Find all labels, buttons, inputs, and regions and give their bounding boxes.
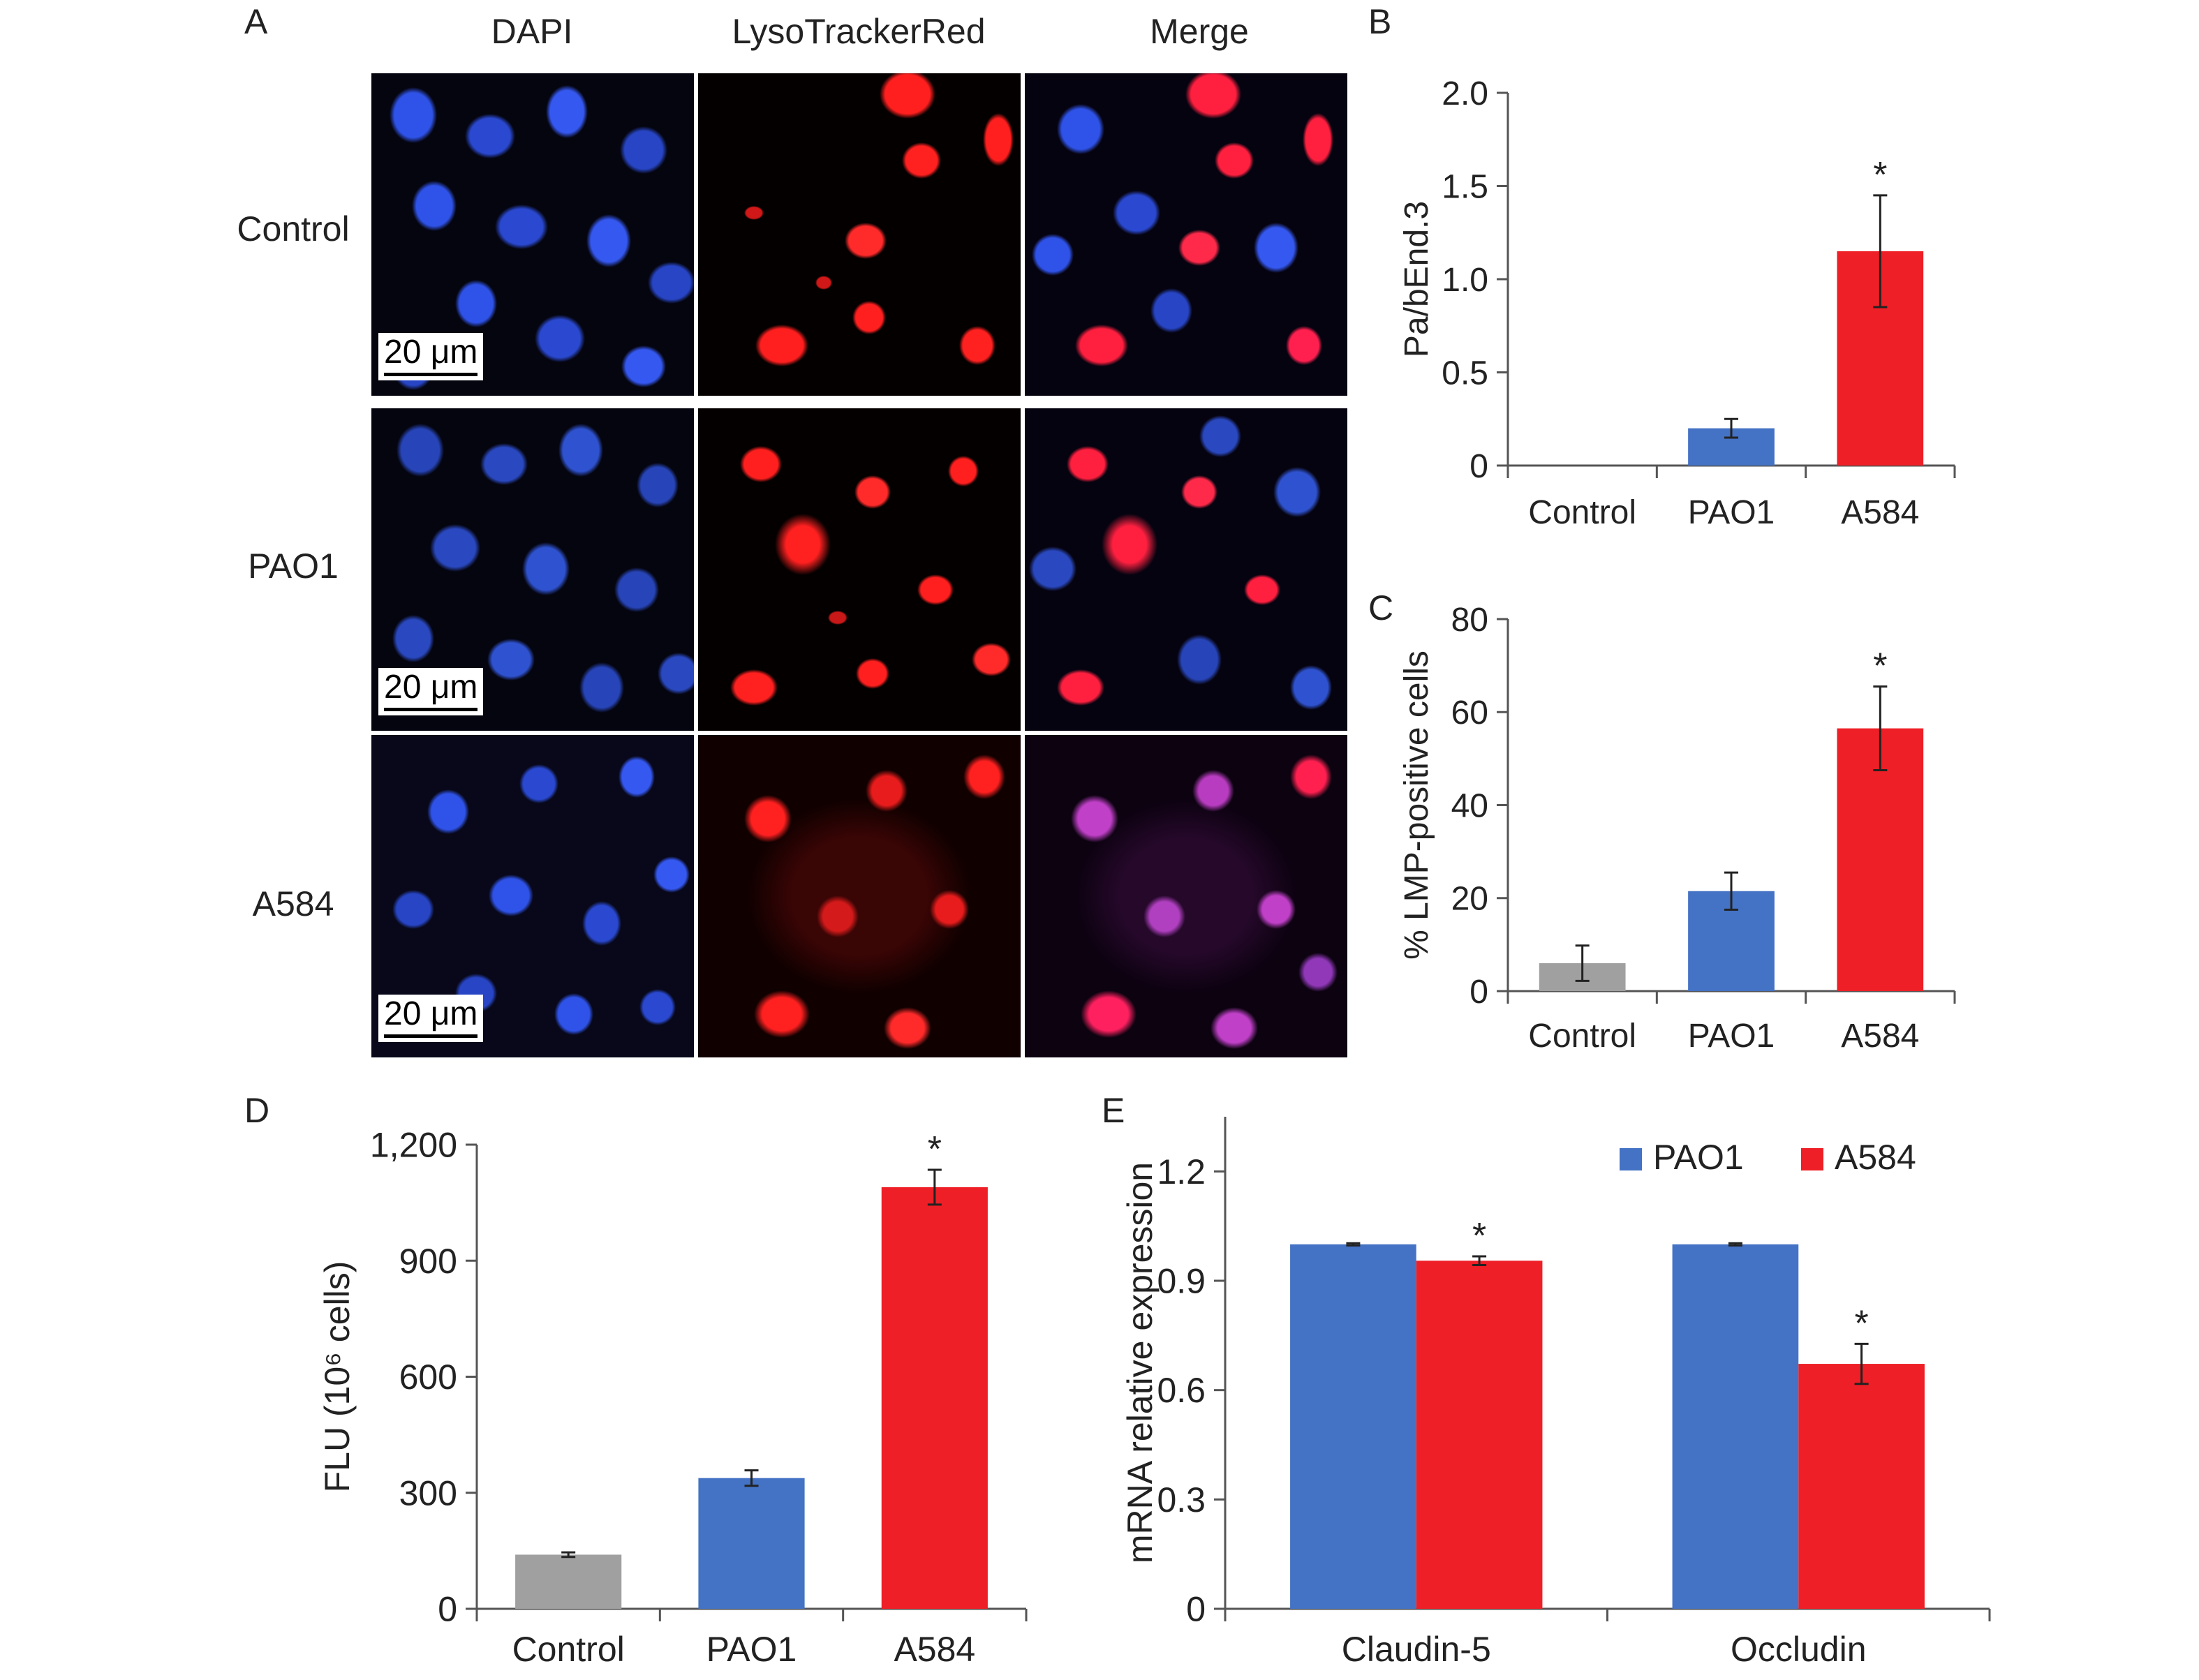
micrograph-a584-merge	[1025, 735, 1347, 1057]
y-tick-label: 600	[399, 1358, 457, 1397]
bar	[515, 1554, 622, 1609]
y-tick-label: 1.2	[1157, 1152, 1206, 1191]
bar	[881, 1187, 988, 1609]
x-tick-label: PAO1	[1688, 1018, 1775, 1055]
legend-swatch	[1801, 1148, 1823, 1170]
y-tick-label: 0	[1469, 974, 1488, 1011]
x-tick-label: PAO1	[1688, 494, 1775, 531]
scale-bar: 20 μm	[378, 333, 484, 380]
bar	[1837, 728, 1924, 991]
micrograph-pao1-lyso	[698, 408, 1021, 731]
significance-marker: *	[1873, 646, 1887, 687]
x-tick-label: A584	[1841, 1018, 1919, 1055]
x-tick-label: A584	[894, 1630, 975, 1669]
bar	[1290, 1244, 1416, 1609]
x-tick-label: Claudin-5	[1342, 1630, 1491, 1669]
x-tick-label: Control	[1528, 1018, 1636, 1055]
panel-a-label: A	[244, 2, 268, 41]
y-tick-label: 80	[1451, 602, 1488, 639]
y-tick-label: 0	[1186, 1590, 1206, 1629]
significance-marker: *	[1472, 1216, 1486, 1256]
y-tick-label: 1,200	[370, 1126, 457, 1165]
x-tick-label: A584	[1841, 494, 1919, 531]
y-tick-label: 0.3	[1157, 1480, 1206, 1519]
micrograph-a584-dapi: 20 μm	[371, 735, 694, 1057]
panel-label: C	[1368, 588, 1393, 627]
y-tick-label: 0.9	[1157, 1262, 1206, 1301]
legend-label: PAO1	[1653, 1138, 1744, 1177]
y-tick-label: 60	[1451, 694, 1488, 731]
x-tick-label: PAO1	[706, 1630, 797, 1669]
significance-marker: *	[928, 1129, 942, 1170]
x-tick-label: Control	[512, 1630, 625, 1669]
bar	[1416, 1261, 1543, 1609]
bar	[1672, 1244, 1799, 1609]
bar	[698, 1478, 805, 1609]
y-tick-label: 900	[399, 1242, 457, 1281]
column-header-merge: Merge	[1150, 12, 1249, 51]
scale-bar: 20 μm	[378, 668, 484, 715]
panel-label: B	[1368, 2, 1391, 41]
y-tick-label: 2.0	[1442, 75, 1488, 112]
micrograph-a584-lyso	[698, 735, 1021, 1057]
y-axis-label: % LMP-positive cells	[1398, 651, 1435, 960]
y-tick-label: 1.5	[1442, 168, 1488, 205]
y-tick-label: 40	[1451, 787, 1488, 824]
legend-label: A584	[1835, 1138, 1916, 1177]
bar	[1798, 1364, 1925, 1609]
micrograph-pao1-merge	[1025, 408, 1347, 731]
scale-bar-label: 20 μm	[384, 995, 478, 1033]
y-tick-label: 0.5	[1442, 355, 1488, 392]
scale-bar-label: 20 μm	[384, 669, 478, 706]
y-tick-label: 0.6	[1157, 1371, 1206, 1410]
micrograph-control-dapi: 20 μm	[371, 73, 694, 396]
y-tick-label: 20	[1451, 881, 1488, 918]
y-tick-label: 0	[1469, 448, 1488, 485]
x-tick-label: Occludin	[1731, 1630, 1867, 1669]
panel-label: E	[1102, 1091, 1125, 1130]
significance-marker: *	[1873, 155, 1887, 195]
micrograph-control-lyso	[698, 73, 1021, 396]
x-tick-label: Control	[1528, 494, 1636, 531]
column-header-lysotrackerred: LysoTrackerRed	[732, 12, 985, 51]
chart-b: B 0 0.5 1.0 1.5 2.0 Pa/bEnd.3 Control PAO1 * A584	[1368, 2, 1956, 531]
chart-d: D 0 300 600 900 1,200 FLU (10⁶ cells) Control PA…	[244, 1091, 1028, 1669]
y-tick-label: 0	[438, 1590, 457, 1629]
panel-label: D	[244, 1091, 269, 1130]
y-tick-label: 1.0	[1442, 262, 1488, 299]
significance-marker: *	[1854, 1303, 1868, 1344]
row-label-pao1: PAO1	[248, 547, 339, 586]
y-axis-label: FLU (10⁶ cells)	[318, 1261, 357, 1493]
row-label-control: Control	[237, 209, 349, 248]
scale-bar: 20 μm	[378, 995, 484, 1042]
legend-swatch	[1620, 1148, 1642, 1170]
chart-c: C 0 20 40 60 80 % LMP-positive cells Control PAO…	[1368, 588, 1956, 1055]
micrograph-pao1-dapi: 20 μm	[371, 408, 694, 731]
y-tick-label: 300	[399, 1473, 457, 1512]
y-axis-label: Pa/bEnd.3	[1398, 201, 1435, 357]
micrograph-control-merge	[1025, 73, 1347, 396]
y-axis-label: mRNA relative expression	[1120, 1162, 1160, 1563]
scale-bar-label: 20 μm	[384, 334, 478, 371]
row-label-a584: A584	[253, 884, 334, 923]
column-header-dapi: DAPI	[491, 12, 573, 51]
